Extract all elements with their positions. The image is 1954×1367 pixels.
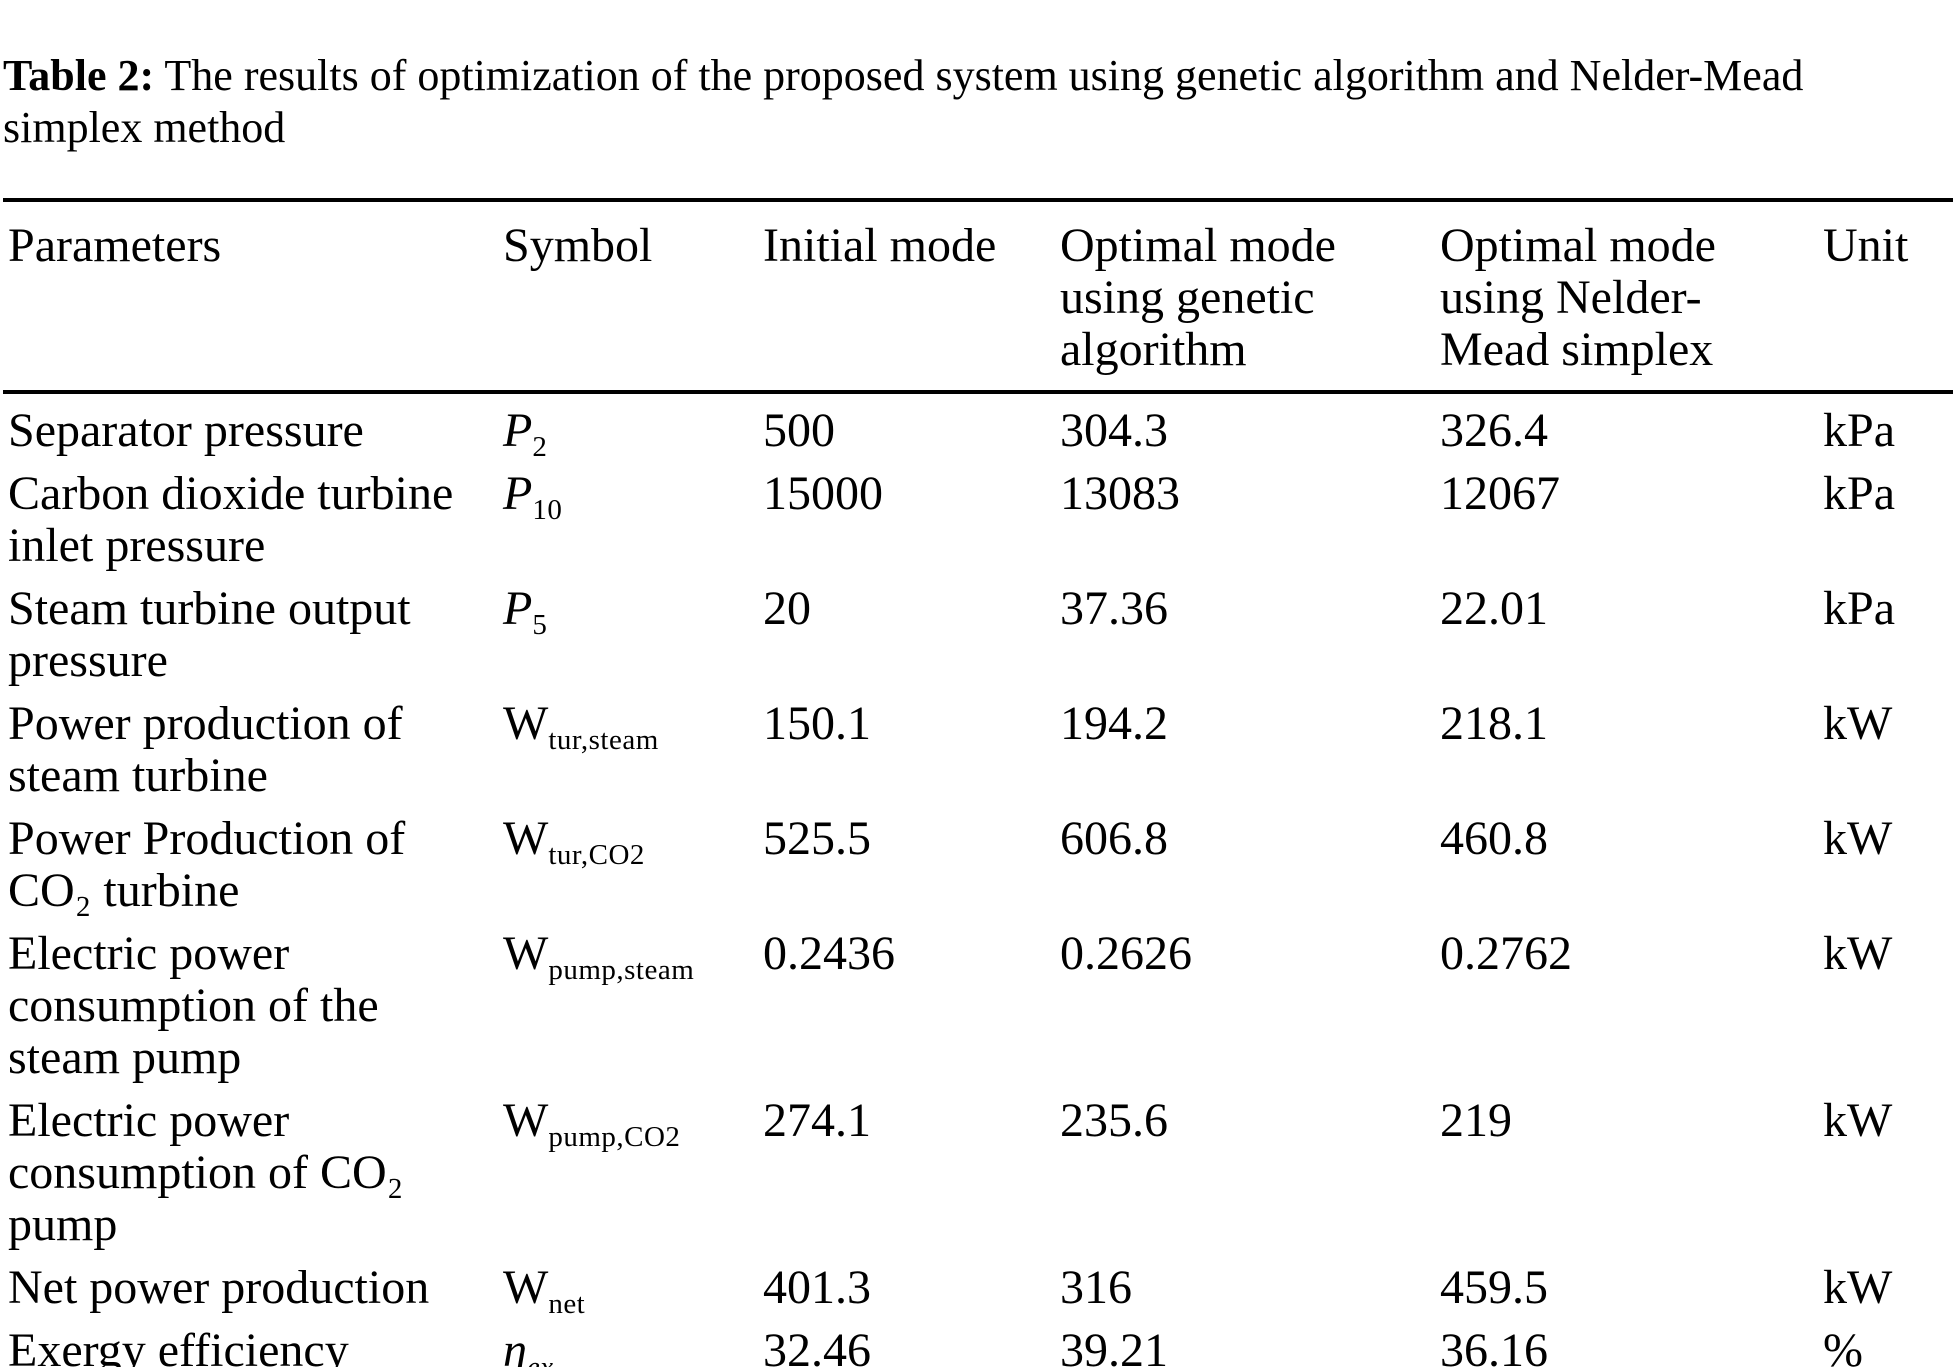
optimal-nm-cell: 12067 xyxy=(1440,467,1560,520)
optimal-nm-cell: 0.2762 xyxy=(1440,927,1572,980)
optimal-nm-cell: 459.5 xyxy=(1440,1261,1548,1314)
unit-cell: % xyxy=(1823,1324,1863,1367)
symbol-subscript: net xyxy=(548,1288,586,1320)
column-header-initial-mode: Initial mode xyxy=(763,219,997,272)
optimal-ga-cell: 316 xyxy=(1060,1261,1132,1314)
symbol-cell: P5 xyxy=(503,572,763,687)
optimal-ga-cell: 194.2 xyxy=(1060,697,1168,750)
initial-mode-cell: 150.1 xyxy=(763,697,871,750)
symbol-cell: Wpump,CO2 xyxy=(503,1084,763,1251)
optimal-ga-cell: 606.8 xyxy=(1060,812,1168,865)
results-table: Parameters Symbol Initial mode Optimal m… xyxy=(3,198,1953,1367)
column-header-optimal-nm: Optimal mode using Nelder-Mead simplex xyxy=(1440,219,1716,376)
header-row: Parameters Symbol Initial mode Optimal m… xyxy=(3,200,1953,392)
table-body: Separator pressure P2 500 304.3 326.4 kP… xyxy=(3,392,1953,1367)
unit-cell: kPa xyxy=(1823,582,1895,635)
symbol-cell: P2 xyxy=(503,392,763,462)
unit-cell: kW xyxy=(1823,697,1893,750)
initial-mode-cell: 525.5 xyxy=(763,812,871,865)
parameter-cell: Exergy efficiency xyxy=(8,1324,349,1367)
initial-mode-cell: 274.1 xyxy=(763,1094,871,1147)
optimal-nm-cell: 460.8 xyxy=(1440,812,1548,865)
optimal-ga-cell: 39.21 xyxy=(1060,1324,1168,1367)
symbol-subscript: 2 xyxy=(532,431,548,463)
unit-cell: kPa xyxy=(1823,404,1895,457)
symbol-base: W xyxy=(503,1261,549,1314)
optimal-nm-cell: 326.4 xyxy=(1440,404,1548,457)
parameter-cell: Carbon dioxide turbine inlet pressure xyxy=(8,467,454,572)
optimal-ga-cell: 13083 xyxy=(1060,467,1180,520)
table-row: Electric power consumption of CO₂ pump W… xyxy=(3,1084,1953,1251)
symbol-base: η xyxy=(503,1324,527,1367)
symbol-base: P xyxy=(503,404,533,457)
parameter-cell: Power Production of CO₂ turbine xyxy=(8,812,406,917)
initial-mode-cell: 15000 xyxy=(763,467,883,520)
optimal-ga-cell: 37.36 xyxy=(1060,582,1168,635)
initial-mode-cell: 500 xyxy=(763,404,835,457)
column-header-optimal-ga: Optimal mode using genetic algorithm xyxy=(1060,219,1336,376)
table-row: Steam turbine output pressure P5 20 37.3… xyxy=(3,572,1953,687)
parameter-cell: Separator pressure xyxy=(8,404,364,457)
symbol-base: W xyxy=(503,812,549,865)
table-row: Carbon dioxide turbine inlet pressure P1… xyxy=(3,457,1953,572)
symbol-cell: P10 xyxy=(503,457,763,572)
symbol-subscript: ex xyxy=(526,1351,554,1367)
optimal-nm-cell: 22.01 xyxy=(1440,582,1548,635)
symbol-base: P xyxy=(503,582,533,635)
initial-mode-cell: 20 xyxy=(763,582,811,635)
parameter-cell: Electric power consumption of CO₂ pump xyxy=(8,1094,404,1251)
symbol-subscript: 5 xyxy=(532,609,548,641)
optimal-ga-cell: 0.2626 xyxy=(1060,927,1192,980)
symbol-cell: Wtur,CO2 xyxy=(503,802,763,917)
symbol-base: W xyxy=(503,1094,549,1147)
optimal-nm-cell: 218.1 xyxy=(1440,697,1548,750)
parameter-cell: Net power production xyxy=(8,1261,430,1314)
table-row: Electric power consumption of the steam … xyxy=(3,917,1953,1084)
optimal-nm-cell: 36.16 xyxy=(1440,1324,1548,1367)
symbol-subscript: tur,steam xyxy=(548,724,659,756)
symbol-subscript: pump,CO2 xyxy=(548,1121,681,1153)
symbol-subscript: pump,steam xyxy=(548,954,695,986)
initial-mode-cell: 401.3 xyxy=(763,1261,871,1314)
symbol-cell: Wpump,steam xyxy=(503,917,763,1084)
unit-cell: kW xyxy=(1823,1094,1893,1147)
parameter-cell: Electric power consumption of the steam … xyxy=(8,927,379,1084)
column-header-parameters: Parameters xyxy=(8,219,222,272)
table-row: Power production of steam turbine Wtur,s… xyxy=(3,687,1953,802)
table-caption-label: Table 2: xyxy=(3,51,155,100)
optimal-ga-cell: 235.6 xyxy=(1060,1094,1168,1147)
table-row: Net power production Wnet 401.3 316 459.… xyxy=(3,1251,1953,1319)
column-header-unit: Unit xyxy=(1823,219,1909,272)
parameter-cell: Power production of steam turbine xyxy=(8,697,403,802)
symbol-cell: Wnet xyxy=(503,1251,763,1319)
table-row: Exergy efficiency ηex 32.46 39.21 36.16 … xyxy=(3,1314,1953,1367)
unit-cell: kW xyxy=(1823,1261,1893,1314)
optimal-nm-cell: 219 xyxy=(1440,1094,1512,1147)
table-row: Separator pressure P2 500 304.3 326.4 kP… xyxy=(3,392,1953,462)
table-caption-text: The results of optimization of the propo… xyxy=(3,51,1804,152)
table-caption: Table 2: The results of optimization of … xyxy=(3,50,1923,154)
symbol-base: W xyxy=(503,697,549,750)
table-header: Parameters Symbol Initial mode Optimal m… xyxy=(3,200,1953,392)
symbol-cell: Wtur,steam xyxy=(503,687,763,802)
symbol-cell: ηex xyxy=(503,1314,763,1367)
column-header-symbol: Symbol xyxy=(503,219,653,272)
initial-mode-cell: 0.2436 xyxy=(763,927,895,980)
table-row: Power Production of CO₂ turbine Wtur,CO2… xyxy=(3,802,1953,917)
symbol-subscript: 10 xyxy=(532,494,563,526)
initial-mode-cell: 32.46 xyxy=(763,1324,871,1367)
unit-cell: kW xyxy=(1823,927,1893,980)
symbol-base: P xyxy=(503,467,533,520)
symbol-subscript: tur,CO2 xyxy=(548,839,645,871)
unit-cell: kPa xyxy=(1823,467,1895,520)
unit-cell: kW xyxy=(1823,812,1893,865)
symbol-base: W xyxy=(503,927,549,980)
optimal-ga-cell: 304.3 xyxy=(1060,404,1168,457)
parameter-cell: Steam turbine output pressure xyxy=(8,582,411,687)
